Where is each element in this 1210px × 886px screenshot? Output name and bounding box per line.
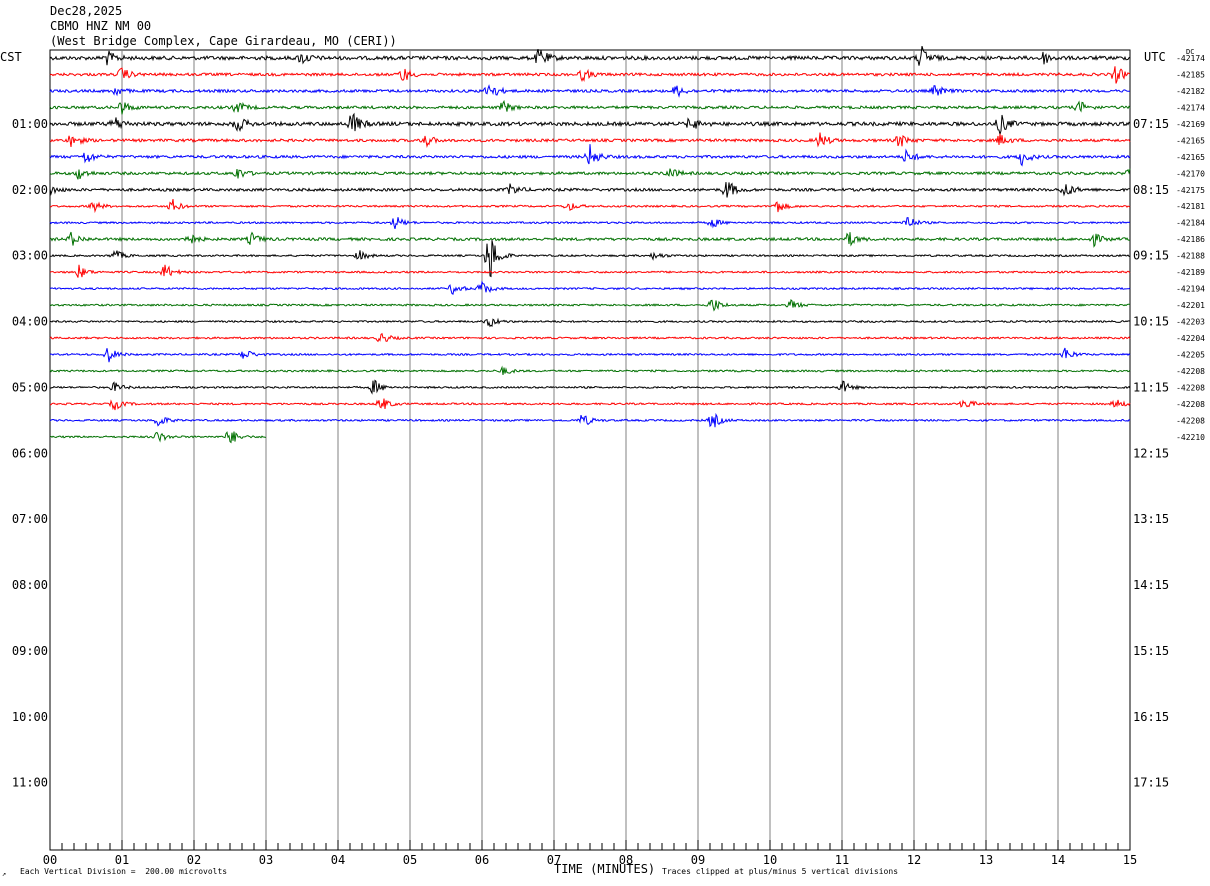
seismic-trace [49, 112, 1131, 135]
seismic-trace [49, 412, 1131, 428]
dc-offset-label: -42205 [1176, 350, 1205, 359]
right-hour-label: 14:15 [1133, 578, 1169, 592]
left-hour-label: 11:00 [12, 776, 48, 790]
seismic-trace [49, 299, 1131, 312]
left-hour-label: 06:00 [12, 446, 48, 460]
right-hour-label: 17:15 [1133, 776, 1169, 790]
seismic-trace [49, 168, 1131, 180]
dc-offset-label: -42201 [1176, 301, 1205, 310]
x-tick-label: 02 [187, 853, 201, 867]
x-tick-label: 03 [259, 853, 273, 867]
x-tick-label: 06 [475, 853, 489, 867]
clip-note: Traces clipped at plus/minus 5 vertical … [662, 867, 899, 876]
seismic-trace [49, 280, 1131, 295]
dc-offset-label: -42170 [1176, 169, 1205, 178]
seismic-trace [49, 217, 1131, 230]
dc-offset-label: -42186 [1176, 235, 1205, 244]
record-date: Dec28,2025 [50, 4, 123, 18]
plot-frame [49, 49, 1131, 851]
right-hour-label: 16:15 [1133, 710, 1169, 724]
seismic-trace [49, 431, 267, 444]
dc-offset-label: -42165 [1176, 153, 1205, 162]
dc-offset-label: -42188 [1176, 252, 1205, 261]
arrow-icon: ↗ [2, 870, 7, 878]
seismic-trace [49, 45, 1131, 66]
seismic-trace [49, 132, 1131, 149]
right-hour-label: 12:15 [1133, 446, 1169, 460]
seismic-trace [49, 66, 1131, 84]
dc-offset-label: -42185 [1176, 70, 1205, 79]
dc-offset-label: -42189 [1176, 268, 1205, 277]
right-hour-label: 11:15 [1133, 380, 1169, 394]
dc-offset-label: -42182 [1176, 87, 1205, 96]
seismic-trace [49, 264, 1131, 278]
left-hour-label: 08:00 [12, 578, 48, 592]
dc-offset-header: DC [1186, 48, 1195, 56]
dc-offset-label: -42184 [1176, 219, 1205, 228]
seismic-trace [49, 99, 1131, 115]
dc-offset-label: -42208 [1176, 400, 1205, 409]
seismic-trace [49, 182, 1130, 198]
timezone-left-label: CST [0, 50, 22, 64]
x-axis-label: TIME (MINUTES) [554, 862, 656, 876]
seismic-trace [49, 332, 1131, 343]
dc-offset-label: -42169 [1176, 120, 1205, 129]
dc-offset-label: -42203 [1176, 318, 1205, 327]
x-tick-label: 01 [115, 853, 129, 867]
right-hour-label: 15:15 [1133, 644, 1169, 658]
x-tick-label: 05 [403, 853, 417, 867]
seismic-trace [49, 398, 1131, 411]
right-hour-label: 07:15 [1133, 117, 1169, 131]
x-tick-label: 10 [763, 853, 777, 867]
seismic-trace [49, 347, 1131, 363]
left-hour-label: 10:00 [12, 710, 48, 724]
right-hour-label: 10:15 [1133, 315, 1169, 329]
dc-offset-label: -42204 [1176, 334, 1205, 343]
x-tick-label: 04 [331, 853, 345, 867]
x-tick-label: 12 [907, 853, 921, 867]
vertical-division-note: Each Vertical Division = 200.00 microvol… [20, 867, 228, 876]
dc-offset-label: -42208 [1176, 416, 1205, 425]
right-hour-label: 08:15 [1133, 183, 1169, 197]
x-tick-label: 13 [979, 853, 993, 867]
right-hour-label: 09:15 [1133, 249, 1169, 263]
right-hour-label: 13:15 [1133, 512, 1169, 526]
dc-offset-label: -42174 [1176, 103, 1205, 112]
left-hour-label: 04:00 [12, 315, 48, 329]
dc-offset-label: -42194 [1176, 285, 1205, 294]
x-tick-label: 00 [43, 853, 57, 867]
dc-offset-label: -42210 [1176, 433, 1205, 442]
left-hour-label: 02:00 [12, 183, 48, 197]
left-hour-label: 01:00 [12, 117, 48, 131]
seismic-trace [49, 144, 1131, 167]
station-location: (West Bridge Complex, Cape Girardeau, MO… [50, 34, 397, 48]
left-hour-label: 09:00 [12, 644, 48, 658]
seismic-trace [49, 84, 1130, 98]
seismic-trace [49, 379, 1131, 395]
x-tick-label: 15 [1123, 853, 1137, 867]
dc-offset-label: -42208 [1176, 367, 1205, 376]
x-tick-label: 08 [619, 853, 633, 867]
left-hour-label: 05:00 [12, 380, 48, 394]
dc-offset-label: -42175 [1176, 186, 1205, 195]
seismic-trace [49, 240, 1131, 278]
x-tick-label: 14 [1051, 853, 1065, 867]
seismic-trace [49, 199, 1131, 214]
left-hour-label: 03:00 [12, 249, 48, 263]
dc-offset-label: -42174 [1176, 54, 1205, 63]
x-tick-label: 11 [835, 853, 849, 867]
timezone-right-label: UTC [1144, 50, 1166, 64]
seismic-trace [49, 231, 1131, 248]
seismic-trace [49, 365, 1131, 375]
dc-offset-label: -42165 [1176, 136, 1205, 145]
seismic-trace [49, 317, 1131, 328]
x-tick-label: 09 [691, 853, 705, 867]
dc-offset-label: -42181 [1176, 202, 1205, 211]
dc-offset-label: -42208 [1176, 383, 1205, 392]
x-tick-label: 07 [547, 853, 561, 867]
station-code: CBMO HNZ NM 00 [50, 19, 152, 33]
left-hour-label: 07:00 [12, 512, 48, 526]
